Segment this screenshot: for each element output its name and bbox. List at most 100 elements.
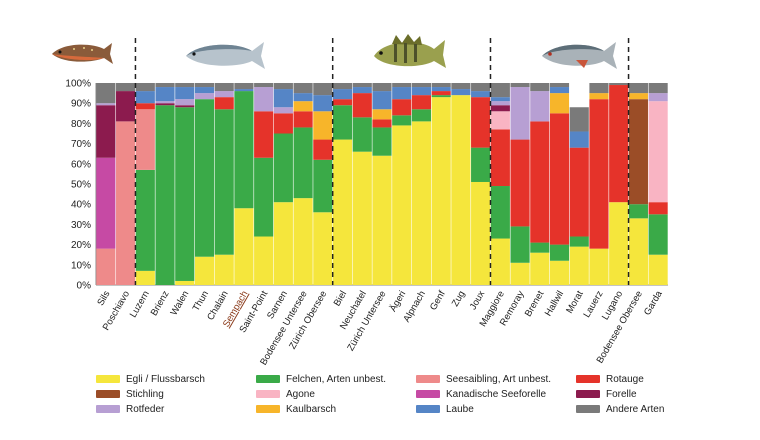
bar-segment <box>214 91 234 98</box>
legend-item: Agone <box>256 389 315 401</box>
bar-segment <box>135 169 155 271</box>
x-tick-label: Zug <box>450 289 468 309</box>
bar-segment <box>392 99 412 116</box>
bar-segment <box>293 198 313 285</box>
bar-segment <box>471 91 491 98</box>
bar-segment <box>293 127 313 199</box>
legend-item: Forelle <box>576 389 637 401</box>
bar-segment <box>135 109 155 170</box>
bar-segment <box>372 91 392 110</box>
bar-segment <box>411 121 432 285</box>
bar-segment <box>431 83 451 88</box>
bar-stack <box>490 83 510 285</box>
bar-segment <box>214 97 234 110</box>
bar-stack <box>471 83 491 285</box>
bar-segment <box>471 97 491 148</box>
bar-segment <box>313 212 333 285</box>
bar-stack <box>589 83 609 285</box>
bar-segment <box>175 83 195 88</box>
bar-segment <box>313 159 333 213</box>
bar-segment <box>530 91 550 122</box>
bar-stack <box>332 83 353 285</box>
bar-segment <box>510 87 530 140</box>
legend-item: Kaulbarsch <box>256 404 336 416</box>
bar-segment <box>234 208 254 285</box>
legend-item: Egli / Flussbarsch <box>96 374 205 386</box>
bar-segment <box>431 97 451 285</box>
legend-label: Forelle <box>606 389 637 400</box>
legend-swatch <box>576 390 600 399</box>
bar-segment <box>411 109 432 122</box>
bar-segment <box>214 109 234 255</box>
bar-segment <box>549 93 570 114</box>
x-tick-label: Thun <box>191 289 211 313</box>
legend-item: Seesaibling, Art unbest. <box>416 374 551 386</box>
bar-segment <box>273 83 293 90</box>
bar-segment <box>490 238 510 285</box>
legend-swatch <box>96 405 120 414</box>
legend-label: Laube <box>446 404 474 415</box>
legend-label: Agone <box>286 389 315 400</box>
x-tick-label: Luzern <box>128 289 152 320</box>
bar-segment <box>254 236 274 285</box>
y-tick-label: 70% <box>71 139 91 150</box>
bar-segment <box>510 226 530 263</box>
bar-segment <box>648 101 668 203</box>
y-tick-label: 50% <box>71 180 91 191</box>
bar-segment <box>372 127 392 156</box>
bar-stack <box>648 83 668 285</box>
bar-segment <box>293 93 313 102</box>
bar-segment <box>549 260 570 285</box>
bar-segment <box>628 218 648 285</box>
bar-segment <box>194 87 215 94</box>
trout-icon <box>52 43 113 64</box>
bar-stack <box>313 83 333 285</box>
bar-stack <box>392 83 412 285</box>
bar-segment <box>569 147 589 237</box>
bar-segment <box>471 147 491 182</box>
bar-stack <box>510 83 530 285</box>
bar-stack <box>234 83 254 285</box>
bar-stack <box>135 83 155 285</box>
bar-stack <box>175 83 195 285</box>
bar-stack <box>116 83 136 285</box>
bar-segment <box>392 87 412 100</box>
bar-segment <box>96 103 116 106</box>
bar-segment <box>609 83 629 86</box>
bar-segment <box>589 248 609 285</box>
bar-segment <box>194 256 215 285</box>
bar-segment <box>549 113 570 245</box>
bar-segment <box>175 107 195 281</box>
bar-segment <box>234 89 254 92</box>
bar-segment <box>628 99 648 205</box>
bar-stack <box>431 83 451 285</box>
x-tick-label: Garda <box>642 288 665 317</box>
bar-segment <box>392 115 412 126</box>
bar-segment <box>530 242 550 253</box>
bar-segment <box>175 87 195 100</box>
bar-segment <box>392 83 412 88</box>
bar-segment <box>273 202 293 285</box>
y-tick-label: 0% <box>77 281 92 292</box>
bar-segment <box>451 83 471 90</box>
bar-segment <box>293 111 313 128</box>
bar-stack <box>254 83 274 285</box>
legend-label: Felchen, Arten unbest. <box>286 374 387 385</box>
bar-segment <box>451 89 471 96</box>
bar-segment <box>135 91 155 104</box>
bar-segment <box>609 85 629 203</box>
x-tick-label: Walen <box>169 289 192 318</box>
bar-segment <box>392 125 412 285</box>
bar-segment <box>254 83 274 88</box>
bar-segment <box>530 83 550 92</box>
bar-stack <box>372 83 392 285</box>
bar-segment <box>234 83 254 90</box>
legend-item: Andere Arten <box>576 404 664 416</box>
bar-segment <box>648 214 668 255</box>
bar-segment <box>628 204 648 219</box>
whitefish-icon <box>186 42 265 69</box>
bars <box>96 83 668 286</box>
bar-segment <box>510 83 530 88</box>
legend-swatch <box>256 390 280 399</box>
